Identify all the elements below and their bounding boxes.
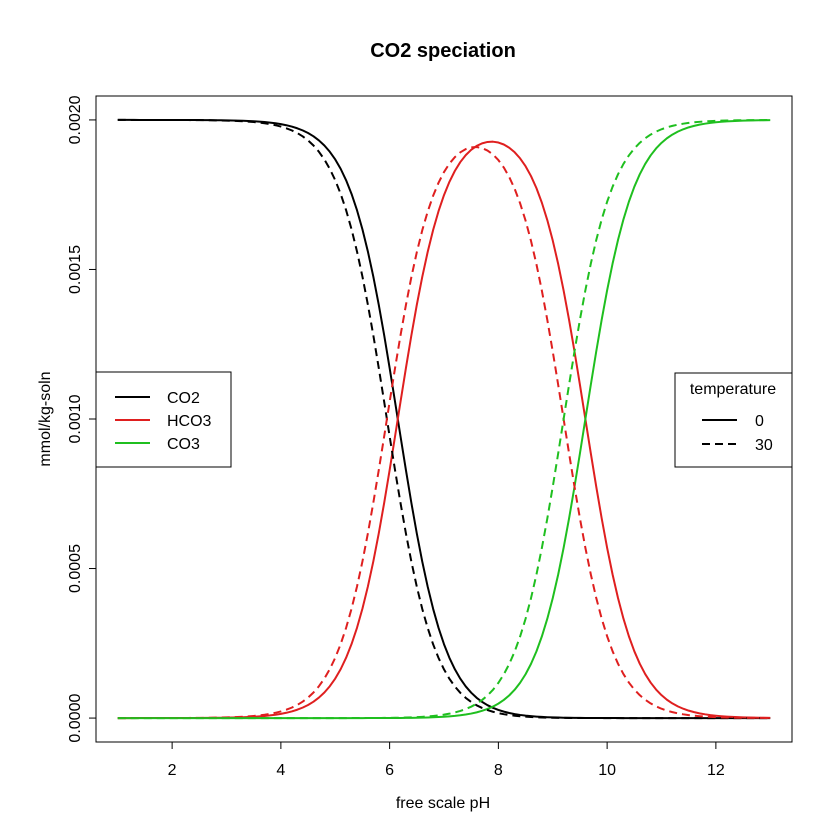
x-axis: 2 4 6 8 10 12 [168, 741, 725, 779]
series-line-co2-t30 [117, 118, 771, 720]
y-axis-title: mmol/kg-soln [37, 371, 54, 466]
y-tick-label: 0.0020 [67, 95, 84, 144]
x-tick-label: 12 [707, 762, 725, 779]
x-tick-label: 4 [276, 762, 285, 779]
legend-label-co2: CO2 [167, 390, 200, 407]
x-tick-label: 2 [168, 762, 177, 779]
temperature-label-0: 0 [755, 413, 764, 430]
y-axis: 0.0000 0.0005 0.0010 0.0015 0.0020 [67, 95, 97, 743]
data-series-group [117, 118, 771, 720]
x-axis-title: free scale pH [396, 795, 490, 812]
legend-label-co3: CO3 [167, 436, 200, 453]
temperature-label-30: 30 [755, 437, 773, 454]
y-tick-label: 0.0010 [67, 394, 84, 443]
series-line-co3-t30 [117, 119, 771, 720]
chart-title: CO2 speciation [370, 40, 516, 62]
legend-label-hco3: HCO3 [167, 413, 212, 430]
species-legend: CO2 HCO3 CO3 [95, 371, 232, 468]
y-tick-label: 0.0000 [67, 694, 84, 743]
x-tick-label: 10 [598, 762, 616, 779]
y-tick-label: 0.0005 [67, 544, 84, 593]
temperature-legend: temperature 0 30 [674, 372, 793, 468]
x-tick-label: 8 [494, 762, 503, 779]
x-tick-label: 6 [385, 762, 394, 779]
temperature-legend-title: temperature [690, 381, 776, 398]
y-tick-label: 0.0015 [67, 245, 84, 294]
